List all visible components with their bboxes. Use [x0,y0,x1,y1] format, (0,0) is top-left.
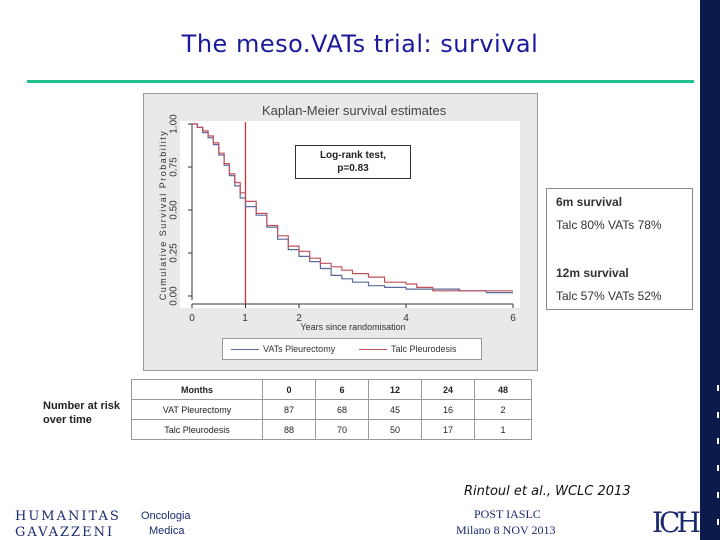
survival-12m-title: 12m survival [556,266,629,280]
legend-label: VATs Pleurectomy [263,344,336,354]
table-cell: Talc Pleurodesis [131,419,263,440]
humanitas-logo: HUMANITAS [15,509,121,524]
column-header: 12 [368,379,422,400]
x-axis-label: Years since randomisation [300,322,406,332]
logrank-line1: Log-rank test, [319,150,387,161]
x-tick-label: 6 [510,313,516,324]
chart-title: Kaplan-Meier survival estimates [262,103,447,118]
column-header: Months [131,379,263,400]
accent-mark [717,412,719,418]
risk-table: Months 0 6 12 24 48 VAT Pleurectomy 87 6… [131,379,532,440]
series-line-vats-pleurectomy [192,123,513,294]
column-header: 48 [474,379,532,400]
risk-table-label: Number at risk over time [43,400,121,426]
survival-6m-title: 6m survival [556,195,623,209]
institute-logo: ICH [652,506,701,539]
accent-mark [717,385,719,391]
table-row: VAT Pleurectomy 87 68 45 16 2 [131,399,532,420]
right-accent-bar [700,0,720,540]
department-label: Medica [149,525,185,537]
gavazzeni-logo: GAVAZZENI [15,525,115,540]
survival-summary-box: 6m survival Talc 80% VATs 78% 12m surviv… [546,188,693,310]
accent-mark [717,492,719,498]
column-header: 24 [421,379,475,400]
accent-mark [717,438,719,444]
department-label: Oncologia [141,510,191,522]
table-cell: 88 [262,419,316,440]
table-cell: 2 [474,399,532,420]
table-cell: 50 [368,419,422,440]
chart-legend: VATs Pleurectomy Talc Pleurodesis [222,338,482,360]
legend-item-vats: VATs Pleurectomy [231,344,335,354]
table-cell: 70 [315,419,369,440]
event-date: Milano 8 NOV 2013 [456,523,556,537]
legend-swatch [231,349,259,351]
x-tick-label: 2 [296,313,302,324]
x-tick-label: 0 [189,313,195,324]
citation: Rintoul et al., WCLC 2013 [464,484,631,499]
table-cell: 16 [421,399,475,420]
table-cell: 68 [315,399,369,420]
table-cell: VAT Pleurectomy [131,399,263,420]
table-cell: 87 [262,399,316,420]
x-tick-label: 4 [403,313,409,324]
legend-label: Talc Pleurodesis [391,344,457,354]
column-header: 0 [262,379,316,400]
logrank-pvalue: p=0.83 [337,163,369,174]
series-line-talc-pleurodesis [192,123,513,292]
legend-swatch [359,349,387,351]
accent-mark [717,465,719,471]
table-cell: 17 [421,419,475,440]
table-cell: 45 [368,399,422,420]
table-header-row: Months 0 6 12 24 48 [131,379,532,400]
logrank-annotation: Log-rank test, p=0.83 [295,145,411,179]
x-tick-label: 1 [242,313,248,324]
accent-mark [717,519,719,525]
slide-title: The meso.VATs trial: survival [181,30,539,58]
table-row: Talc Pleurodesis 88 70 50 17 1 [131,419,532,440]
event-name: POST IASLC [474,507,541,521]
survival-12m-values: Talc 57% VATs 52% [556,289,662,303]
survival-6m-values: Talc 80% VATs 78% [556,218,662,232]
column-header: 6 [315,379,369,400]
title-divider [27,80,694,83]
table-cell: 1 [474,419,532,440]
legend-item-talc: Talc Pleurodesis [359,344,457,354]
